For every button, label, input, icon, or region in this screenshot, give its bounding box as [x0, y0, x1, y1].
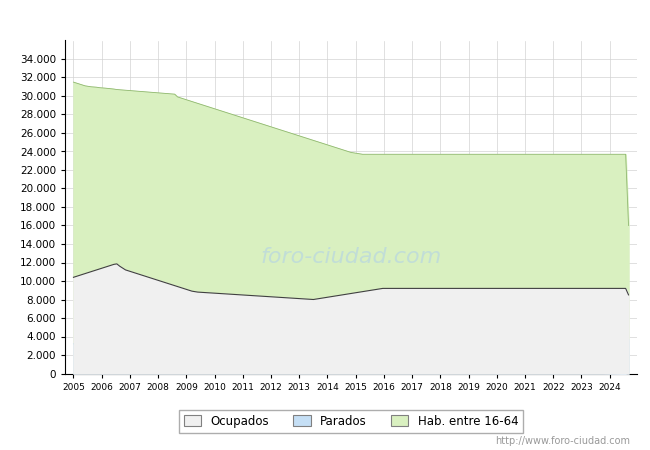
Text: Langreo - Evolucion de la poblacion en edad de Trabajar Septiembre de 2024: Langreo - Evolucion de la poblacion en e…	[97, 13, 553, 26]
Text: foro-ciudad.com: foro-ciudad.com	[261, 247, 441, 267]
Text: http://www.foro-ciudad.com: http://www.foro-ciudad.com	[495, 436, 630, 446]
Legend: Ocupados, Parados, Hab. entre 16-64: Ocupados, Parados, Hab. entre 16-64	[179, 410, 523, 432]
